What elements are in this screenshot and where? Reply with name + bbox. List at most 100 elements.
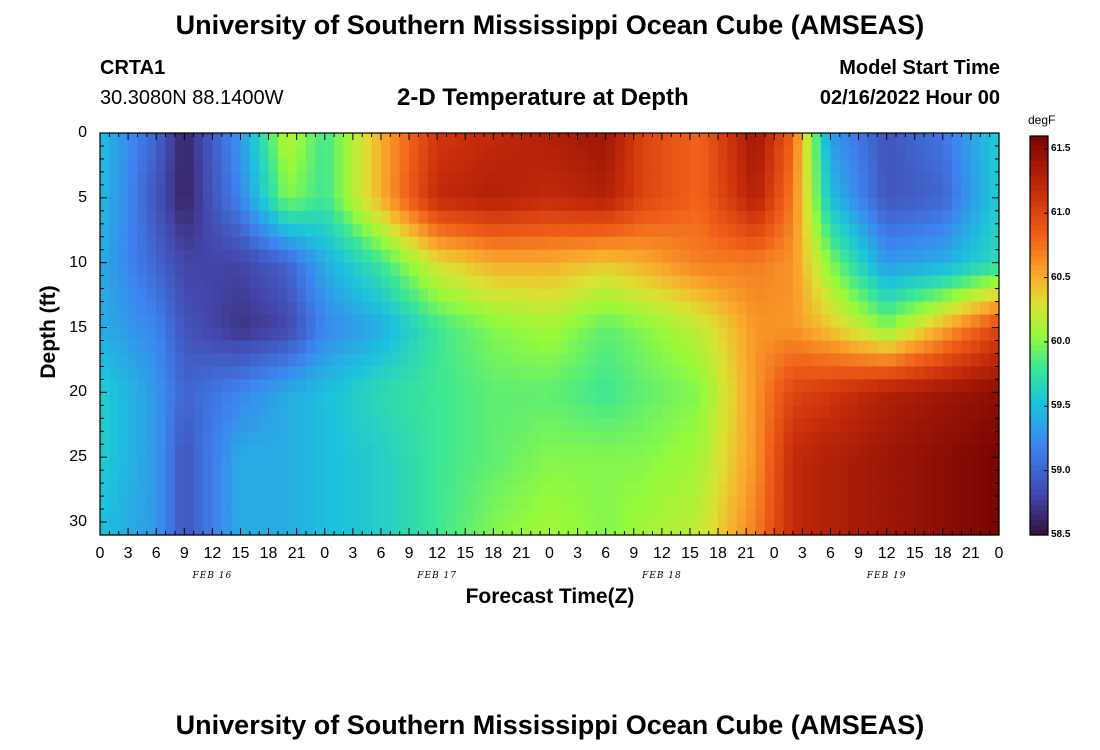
heatmap-cell — [821, 262, 832, 277]
heatmap-cell — [493, 405, 504, 419]
heatmap-cell — [624, 405, 635, 419]
heatmap-cell — [184, 379, 195, 393]
heatmap-cell — [661, 392, 672, 406]
heatmap-cell — [409, 275, 419, 290]
heatmap-cell — [802, 158, 813, 173]
heatmap-cell — [427, 158, 438, 173]
heatmap-cell — [699, 496, 710, 510]
heatmap-cell — [933, 171, 944, 186]
heatmap-cell — [277, 133, 288, 147]
heatmap-cell — [231, 145, 242, 160]
heatmap-cell — [914, 184, 925, 199]
heatmap-cell — [914, 158, 925, 173]
heatmap-cell — [802, 522, 813, 536]
heatmap-cell — [118, 275, 129, 290]
heatmap-cell — [830, 470, 841, 484]
heatmap-cell — [596, 184, 607, 199]
heatmap-cell — [249, 522, 260, 536]
heatmap-cell — [774, 288, 785, 303]
heatmap-cell — [970, 288, 981, 303]
heatmap-cell — [615, 133, 626, 147]
heatmap-cell — [895, 236, 906, 251]
heatmap-cell — [334, 236, 345, 251]
heatmap-cell — [409, 522, 419, 536]
heatmap-cell — [980, 288, 991, 303]
heatmap-cell — [980, 522, 991, 536]
heatmap-cell — [924, 223, 935, 238]
heatmap-cell — [437, 210, 448, 225]
heatmap-cell — [746, 405, 757, 419]
heatmap-cell — [483, 223, 494, 238]
heatmap-cell — [952, 522, 963, 536]
heatmap-cell — [568, 327, 579, 342]
heatmap-cell — [680, 444, 691, 458]
heatmap-cell — [961, 470, 972, 484]
heatmap-cell — [821, 223, 832, 238]
heatmap-cell — [409, 483, 419, 497]
heatmap-cell — [821, 457, 832, 471]
heatmap-cell — [727, 184, 738, 199]
heatmap-cell — [577, 314, 588, 329]
heatmap-cell — [624, 457, 635, 471]
colorbar-band — [1030, 400, 1048, 406]
heatmap-cell — [652, 197, 663, 212]
colorbar-band — [1030, 240, 1048, 247]
heatmap-cell — [792, 431, 803, 445]
heatmap-cell — [240, 496, 251, 510]
heatmap-cell — [905, 171, 916, 186]
heatmap-cell — [718, 327, 729, 342]
heatmap-cell — [736, 353, 747, 368]
heatmap-cell — [961, 431, 972, 445]
heatmap-cell — [558, 184, 569, 199]
x-tick-label: 9 — [404, 545, 414, 562]
heatmap-cell — [259, 223, 270, 238]
heatmap-cell — [643, 210, 654, 225]
x-tick-label: 12 — [652, 545, 671, 562]
heatmap-cell — [736, 444, 747, 458]
heatmap-cell — [905, 353, 916, 368]
heatmap-cell — [661, 366, 672, 380]
heatmap-cell — [118, 470, 129, 484]
heatmap-cell — [446, 145, 457, 160]
heatmap-cell — [924, 444, 935, 458]
heatmap-cell — [128, 275, 139, 290]
heatmap-cell — [296, 483, 307, 497]
heatmap-cell — [109, 262, 120, 277]
heatmap-cell — [605, 210, 616, 225]
heatmap-cell — [455, 522, 466, 536]
heatmap-cell — [755, 392, 766, 406]
heatmap-cell — [231, 171, 242, 186]
heatmap-cell — [652, 262, 663, 277]
heatmap-cell — [764, 314, 775, 329]
heatmap-cell — [624, 171, 635, 186]
heatmap-cell — [512, 353, 522, 368]
heatmap-cell — [615, 236, 626, 251]
heatmap-cell — [221, 509, 232, 523]
heatmap-cell — [755, 288, 766, 303]
heatmap-cell — [483, 496, 494, 510]
heatmap-cell — [764, 483, 775, 497]
heatmap-cell — [483, 509, 494, 523]
heatmap-cell — [530, 392, 541, 406]
heatmap-cell — [615, 314, 626, 329]
heatmap-cell — [446, 288, 457, 303]
heatmap-cell — [390, 288, 401, 303]
heatmap-cell — [184, 483, 195, 497]
heatmap-cell — [980, 223, 991, 238]
heatmap-cell — [858, 496, 869, 510]
heatmap-cell — [221, 210, 232, 225]
heatmap-cell — [362, 249, 373, 264]
heatmap-cell — [277, 171, 288, 186]
heatmap-cell — [549, 496, 560, 510]
heatmap-cell — [221, 236, 232, 251]
heatmap-cell — [446, 509, 457, 523]
heatmap-cell — [774, 431, 785, 445]
heatmap-cell — [577, 457, 588, 471]
heatmap-cell — [877, 496, 888, 510]
heatmap-cell — [577, 236, 588, 251]
heatmap-cell — [212, 210, 223, 225]
heatmap-cell — [549, 366, 560, 380]
heatmap-cell — [652, 405, 663, 419]
heatmap-cell — [268, 184, 279, 199]
heatmap-cell — [961, 379, 972, 393]
